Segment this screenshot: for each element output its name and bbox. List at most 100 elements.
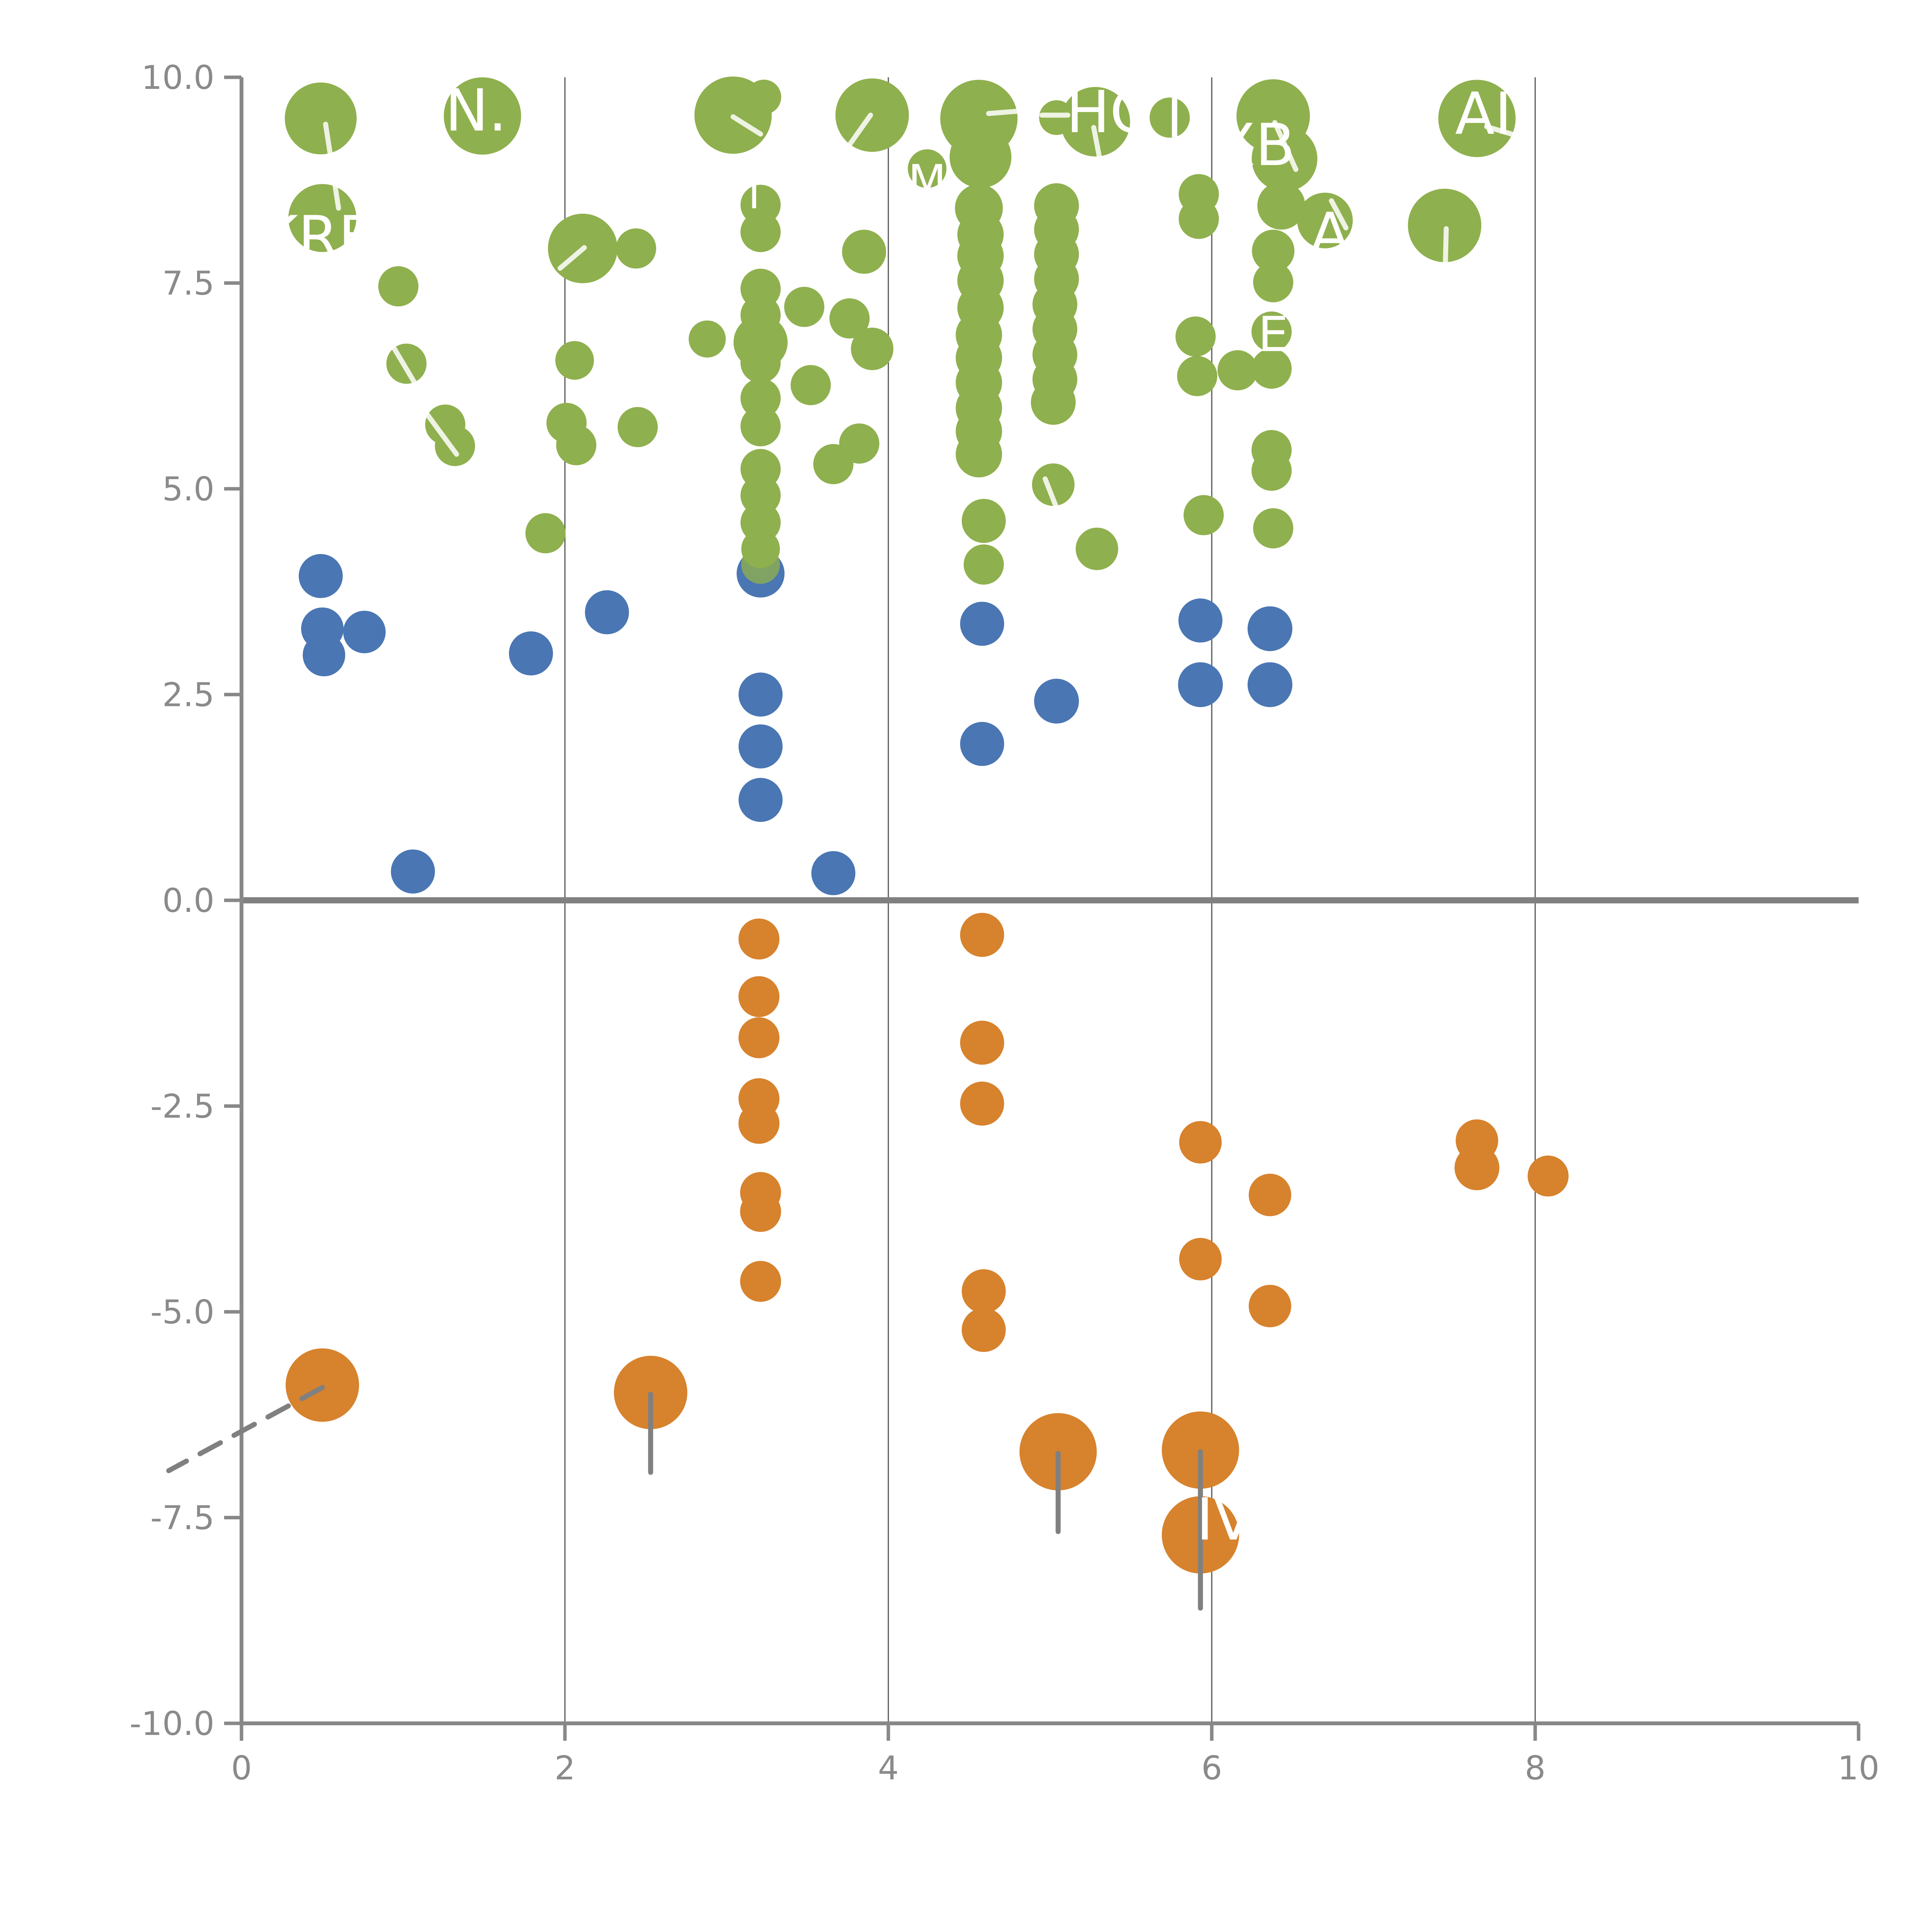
blue-bubble xyxy=(738,724,783,769)
x-tick-label: 0 xyxy=(231,1749,252,1787)
green-bubble xyxy=(1252,126,1318,192)
bubble-label-n.: N. xyxy=(445,77,507,145)
green-bubble xyxy=(689,320,726,358)
x-tick-label: 6 xyxy=(1201,1749,1222,1787)
green-bubble xyxy=(740,378,781,418)
orange-bubble xyxy=(1179,1238,1222,1281)
green-bubble xyxy=(829,298,870,339)
leader-line-white xyxy=(425,412,459,457)
orange-bubble xyxy=(960,1082,1004,1126)
green-bubble xyxy=(1184,495,1224,536)
y-tick-label: -7.5 xyxy=(150,1499,214,1537)
blue-bubble xyxy=(1034,679,1079,724)
bubble-label-iv: IV xyxy=(1196,1486,1253,1553)
green-bubble xyxy=(1438,80,1516,157)
green-bubble xyxy=(1297,192,1353,248)
bubble-label-krf: KRF xyxy=(260,204,372,271)
green-bubble xyxy=(1251,451,1292,491)
bubble-label-ai: AI xyxy=(1455,80,1512,148)
green-bubble xyxy=(1257,182,1305,230)
y-tick-label: -10.0 xyxy=(129,1705,214,1743)
y-tick-label: 0.0 xyxy=(162,882,214,920)
orange-bubble xyxy=(960,1020,1004,1065)
orange-bubble xyxy=(740,1261,781,1302)
green-bubble xyxy=(555,341,594,380)
green-bubble xyxy=(444,77,521,155)
leader-line-white xyxy=(1484,124,1528,141)
bubble-label-i: I xyxy=(1167,88,1182,151)
green-bubble xyxy=(1253,262,1294,303)
green-bubble xyxy=(1075,527,1118,570)
blue-bubble xyxy=(738,778,783,822)
blue-bubble xyxy=(1247,606,1293,651)
leader-line-white xyxy=(986,107,1033,116)
blue-bubble xyxy=(738,672,783,717)
leader-line-white xyxy=(557,245,587,271)
green-bubble xyxy=(1150,97,1190,138)
y-tick-label: 7.5 xyxy=(162,265,214,303)
leader-line-gray xyxy=(166,1385,325,1473)
blue-bubble xyxy=(960,722,1004,766)
green-bubble xyxy=(1175,316,1216,357)
y-tick-label: -5.0 xyxy=(150,1293,214,1332)
y-tick-label: 10.0 xyxy=(141,59,214,97)
blue-bubble xyxy=(299,554,343,598)
green-bubble xyxy=(378,266,418,307)
orange-bubble xyxy=(1248,1285,1291,1328)
leader-line-white xyxy=(1043,476,1064,523)
x-tick-label: 2 xyxy=(554,1749,575,1787)
bubble-label-m: M xyxy=(908,156,946,207)
blue-bubble xyxy=(391,849,435,894)
green-bubble xyxy=(1251,311,1292,352)
leader-line-white xyxy=(1442,226,1449,296)
leader-line-white xyxy=(730,114,763,137)
green-bubble xyxy=(616,228,656,269)
orange-bubble xyxy=(1454,1145,1500,1190)
green-bubble xyxy=(851,327,894,370)
green-bubble xyxy=(1251,349,1292,389)
y-tick-label: 2.5 xyxy=(162,676,214,714)
orange-bubble xyxy=(740,1191,781,1232)
green-bubble xyxy=(1179,199,1219,239)
green-bubble xyxy=(746,80,781,115)
leader-line-white xyxy=(1091,125,1103,164)
green-bubble xyxy=(961,499,1006,543)
orange-bubble xyxy=(738,976,780,1017)
green-bubble xyxy=(617,407,658,447)
orange-bubble xyxy=(1248,1173,1291,1216)
orange-bubble xyxy=(960,913,1004,957)
blue-bubble xyxy=(585,590,629,634)
blue-bubble xyxy=(1178,662,1223,707)
x-tick-label: 8 xyxy=(1525,1749,1546,1787)
bubble-label-hc: HC xyxy=(1066,79,1150,146)
green-bubble xyxy=(1060,87,1130,157)
orange-bubble xyxy=(961,1269,1006,1313)
green-bubble xyxy=(1408,189,1481,262)
leader-line-white xyxy=(391,345,417,385)
blue-bubble xyxy=(303,634,345,677)
leader-line-white xyxy=(847,112,873,148)
green-bubble xyxy=(285,82,357,155)
bubble-label-t: T xyxy=(742,171,767,218)
green-bubble xyxy=(740,406,781,447)
green-bubble xyxy=(1252,230,1295,272)
blue-bubble xyxy=(509,631,553,675)
green-bubble xyxy=(556,425,597,466)
orange-bubble xyxy=(738,1103,780,1144)
y-tick-label: -2.5 xyxy=(150,1088,214,1126)
blue-bubble xyxy=(343,611,386,653)
green-bubble xyxy=(963,544,1004,585)
bubble-label-e: E xyxy=(1258,306,1289,362)
green-bubble xyxy=(842,230,886,274)
blue-bubble xyxy=(1247,662,1293,707)
green-bubble xyxy=(1031,380,1076,425)
green-bubble xyxy=(1217,350,1258,391)
blue-bubble xyxy=(1178,598,1223,643)
leader-line-white xyxy=(323,121,341,211)
x-tick-label: 10 xyxy=(1838,1749,1879,1787)
orange-bubble xyxy=(738,918,780,960)
green-bubble xyxy=(740,212,781,252)
orange-bubble xyxy=(1179,1121,1222,1164)
y-tick-label: 5.0 xyxy=(162,470,214,509)
